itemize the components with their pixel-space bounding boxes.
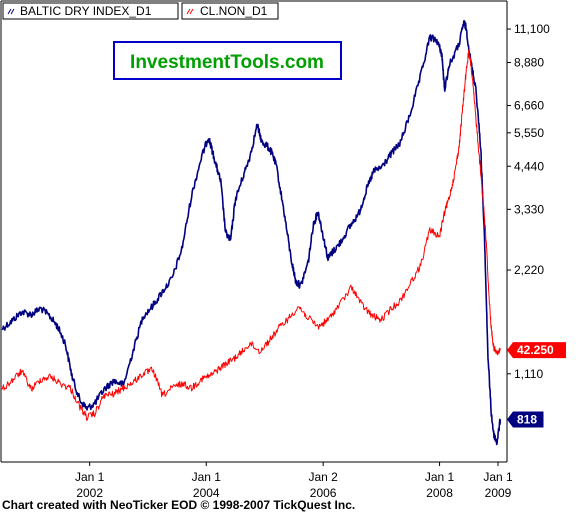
x-tick-year: 2006 (310, 486, 337, 498)
series-layer (1, 20, 502, 446)
y-tick-label: 3,330 (514, 202, 544, 216)
x-tick-year: 2009 (485, 486, 512, 498)
legend-box-baltic (2, 2, 179, 20)
y-tick-label: 2,220 (514, 263, 544, 277)
legend-swatch-crude-icon (186, 8, 194, 15)
watermark-text: InvestmentTools.com (130, 52, 324, 73)
last-value-box (507, 411, 544, 428)
x-tick-year: 2008 (426, 486, 453, 498)
x-tick-label: Jan 1 (425, 470, 455, 484)
y-axis: 11,100 8,880 6,660 5,550 4,440 3,330 2,220 1,11… (507, 22, 550, 381)
legend-swatch-baltic-icon (7, 8, 15, 15)
y-tick-label: 5,550 (514, 126, 544, 140)
y-tick-label: 6,660 (514, 99, 544, 113)
x-tick-label: Jan 1 (483, 470, 513, 484)
footer-credit: Chart created with NeoTicker EOD © 1998-… (2, 498, 356, 512)
x-tick-label: Jan 1 (75, 470, 105, 484)
legend-box-crude (181, 2, 279, 20)
x-axis: Jan 1 2002 Jan 1 2004 Jan 2 2006 Jan 1 2008 Jan … (75, 462, 513, 498)
series-crude-line (1, 49, 501, 421)
x-tick-year: 2004 (193, 486, 220, 498)
last-value-label: 818 (517, 413, 537, 427)
watermark: InvestmentTools.com (113, 41, 342, 80)
y-tick-label: 4,440 (514, 159, 544, 173)
x-tick-label: Jan 2 (308, 470, 338, 484)
y-tick-label: 11,100 (514, 22, 550, 36)
legend-label-baltic: BALTIC DRY INDEX_D1 (20, 4, 152, 18)
chart-svg: 11,100 8,880 6,660 5,550 4,440 3,330 2,220 1,11… (0, 0, 566, 498)
legend-label-crude: CL.NON_D1 (200, 4, 268, 18)
y-tick-label: 8,880 (514, 55, 544, 69)
last-value-label: 42.250 (517, 343, 554, 357)
watermark-box (113, 41, 342, 80)
last-value-markers: 42.250 818 (507, 342, 566, 428)
x-tick-label: Jan 1 (192, 470, 222, 484)
legend: BALTIC DRY INDEX_D1 CL.NON_D1 (2, 2, 279, 20)
x-tick-year: 2002 (76, 486, 103, 498)
series-baltic-line (1, 20, 502, 446)
y-tick-label: 1,110 (514, 367, 543, 381)
last-value-box (507, 342, 566, 359)
